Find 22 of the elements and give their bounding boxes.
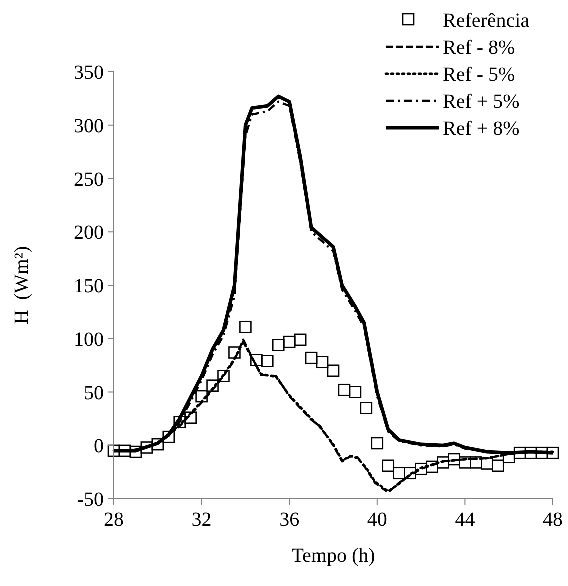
x-tick-label: 28 [104,509,124,531]
y-tick-label: 50 [84,382,104,404]
y-tick-label: 0 [94,436,104,458]
x-tick-label: 36 [280,509,300,531]
y-tick-label: 200 [74,222,104,244]
x-tick-label: 32 [192,509,212,531]
y-tick-label: 350 [74,62,104,84]
x-tick-label: 44 [455,509,476,531]
legend-label: Ref - 8% [443,37,516,59]
legend-label: Referência [443,10,530,32]
y-tick-label: 150 [74,276,104,298]
y-tick-label: 250 [74,168,104,191]
legend-label: Ref + 8% [443,118,520,140]
legend-label: Ref - 5% [443,64,516,86]
y-tick-label: 300 [74,115,104,138]
x-tick-label: 40 [367,509,388,531]
y-tick-label: -50 [77,489,104,511]
x-axis-title: Tempo (h) [292,545,376,567]
y-axis-title: H (Wm²) [11,246,33,325]
legend-label: Ref + 5% [443,91,520,113]
y-tick-label: 100 [74,328,104,351]
x-tick-label: 48 [543,509,563,531]
